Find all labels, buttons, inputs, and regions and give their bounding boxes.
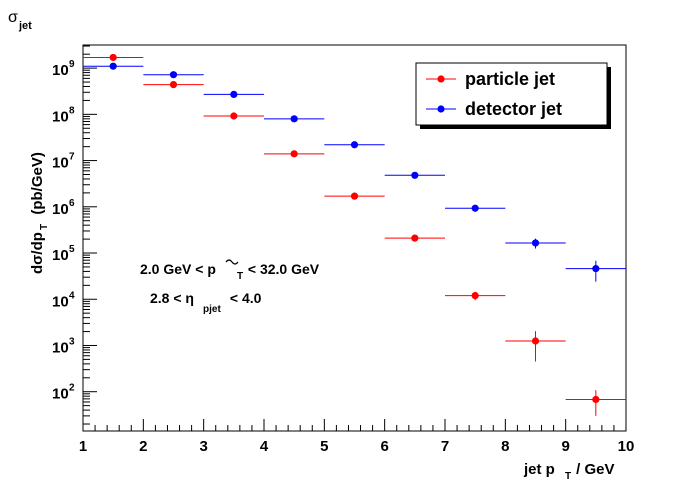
legend: particle jet detector jet (415, 62, 611, 129)
data-point (169, 80, 178, 89)
data-point (592, 265, 600, 273)
legend-marker (437, 105, 445, 113)
hat-mark (225, 259, 239, 265)
title-sigma: σ (8, 9, 18, 26)
y-tick-label: 10 (52, 108, 69, 125)
y-tick-label: 10 (52, 386, 69, 403)
data-point (290, 150, 298, 158)
data-point (471, 204, 479, 212)
x-axis-label-unit: / GeV (572, 461, 615, 478)
annotation-pt-range-post: < 32.0 GeV (244, 261, 320, 277)
y-tick-label: 10 (52, 62, 69, 79)
chart-title: σ jet (8, 9, 32, 32)
data-point (531, 337, 540, 345)
title-subscript: jet (18, 20, 32, 32)
legend-marker (437, 75, 445, 83)
y-tick-exponent: 6 (69, 198, 75, 209)
x-tick-label: 7 (441, 438, 449, 455)
y-tick-label: 10 (52, 293, 69, 310)
legend-box (415, 62, 608, 126)
data-point (411, 171, 419, 179)
legend-entry: detector jet (426, 99, 562, 119)
legend-entry: particle jet (426, 69, 555, 89)
data-point (471, 291, 479, 300)
x-tick-label: 3 (199, 438, 207, 455)
y-tick-exponent: 5 (69, 244, 75, 255)
x-tick-label: 1 (79, 438, 87, 455)
y-axis-label: dσ/dp T (pb/GeV) (29, 152, 50, 274)
x-tick-label: 10 (618, 438, 635, 455)
y-tick-exponent: 3 (69, 336, 75, 347)
annotation-eta-range-sub: pjet (203, 304, 221, 315)
y-tick-label: 10 (52, 201, 69, 218)
y-tick-label: 10 (52, 155, 69, 172)
x-tick-label: 9 (561, 438, 569, 455)
x-tick-label: 4 (260, 438, 269, 455)
x-tick-label: 2 (139, 438, 147, 455)
legend-label: particle jet (465, 69, 555, 89)
data-point (531, 239, 540, 247)
y-tick-label: 10 (52, 339, 69, 356)
data-point (592, 395, 600, 404)
annotation-pt-range-sub: T (237, 271, 243, 282)
annotation-pt-range: 2.0 GeV < p T < 32.0 GeV (140, 259, 320, 282)
y-axis-label-unit: (pb/GeV) (29, 152, 46, 223)
series-detector-jet (83, 62, 626, 282)
y-tick-exponent: 9 (69, 59, 75, 70)
data-point (230, 90, 238, 99)
y-tick-exponent: 4 (69, 290, 75, 301)
y-tick-exponent: 2 (69, 383, 75, 394)
y-tick-exponent: 7 (69, 152, 75, 163)
y-tick-exponent: 8 (69, 105, 75, 116)
data-point (350, 141, 359, 149)
annotation-eta-range-post: < 4.0 (226, 290, 262, 306)
data-point (109, 53, 117, 62)
data-point (290, 115, 298, 123)
y-axis-label-sub: T (39, 224, 50, 230)
data-point (411, 234, 419, 242)
y-tick-label: 10 (52, 247, 69, 264)
annotation-eta-range-pre: 2.8 < η (150, 290, 194, 306)
data-point (109, 62, 117, 70)
x-axis-label-sub: T (565, 471, 571, 482)
data-point (350, 192, 359, 200)
plot-frame (82, 44, 627, 432)
annotations: 2.0 GeV < p T < 32.0 GeV 2.8 < η pjet < … (140, 259, 320, 315)
x-axis-label-main: jet p (523, 461, 555, 478)
data-point (230, 112, 238, 120)
x-tick-label: 5 (320, 438, 328, 455)
annotation-pt-range-pre: 2.0 GeV < p (140, 261, 216, 277)
legend-label: detector jet (465, 99, 562, 119)
annotation-eta-range: 2.8 < η pjet < 4.0 (150, 290, 262, 315)
series-particle-jet (83, 53, 626, 416)
y-axis-label-main: dσ/dp (29, 232, 46, 274)
x-tick-label: 6 (380, 438, 388, 455)
data-point (169, 71, 178, 79)
x-tick-label: 8 (501, 438, 509, 455)
x-axis-label: jet p T / GeV (523, 461, 615, 482)
